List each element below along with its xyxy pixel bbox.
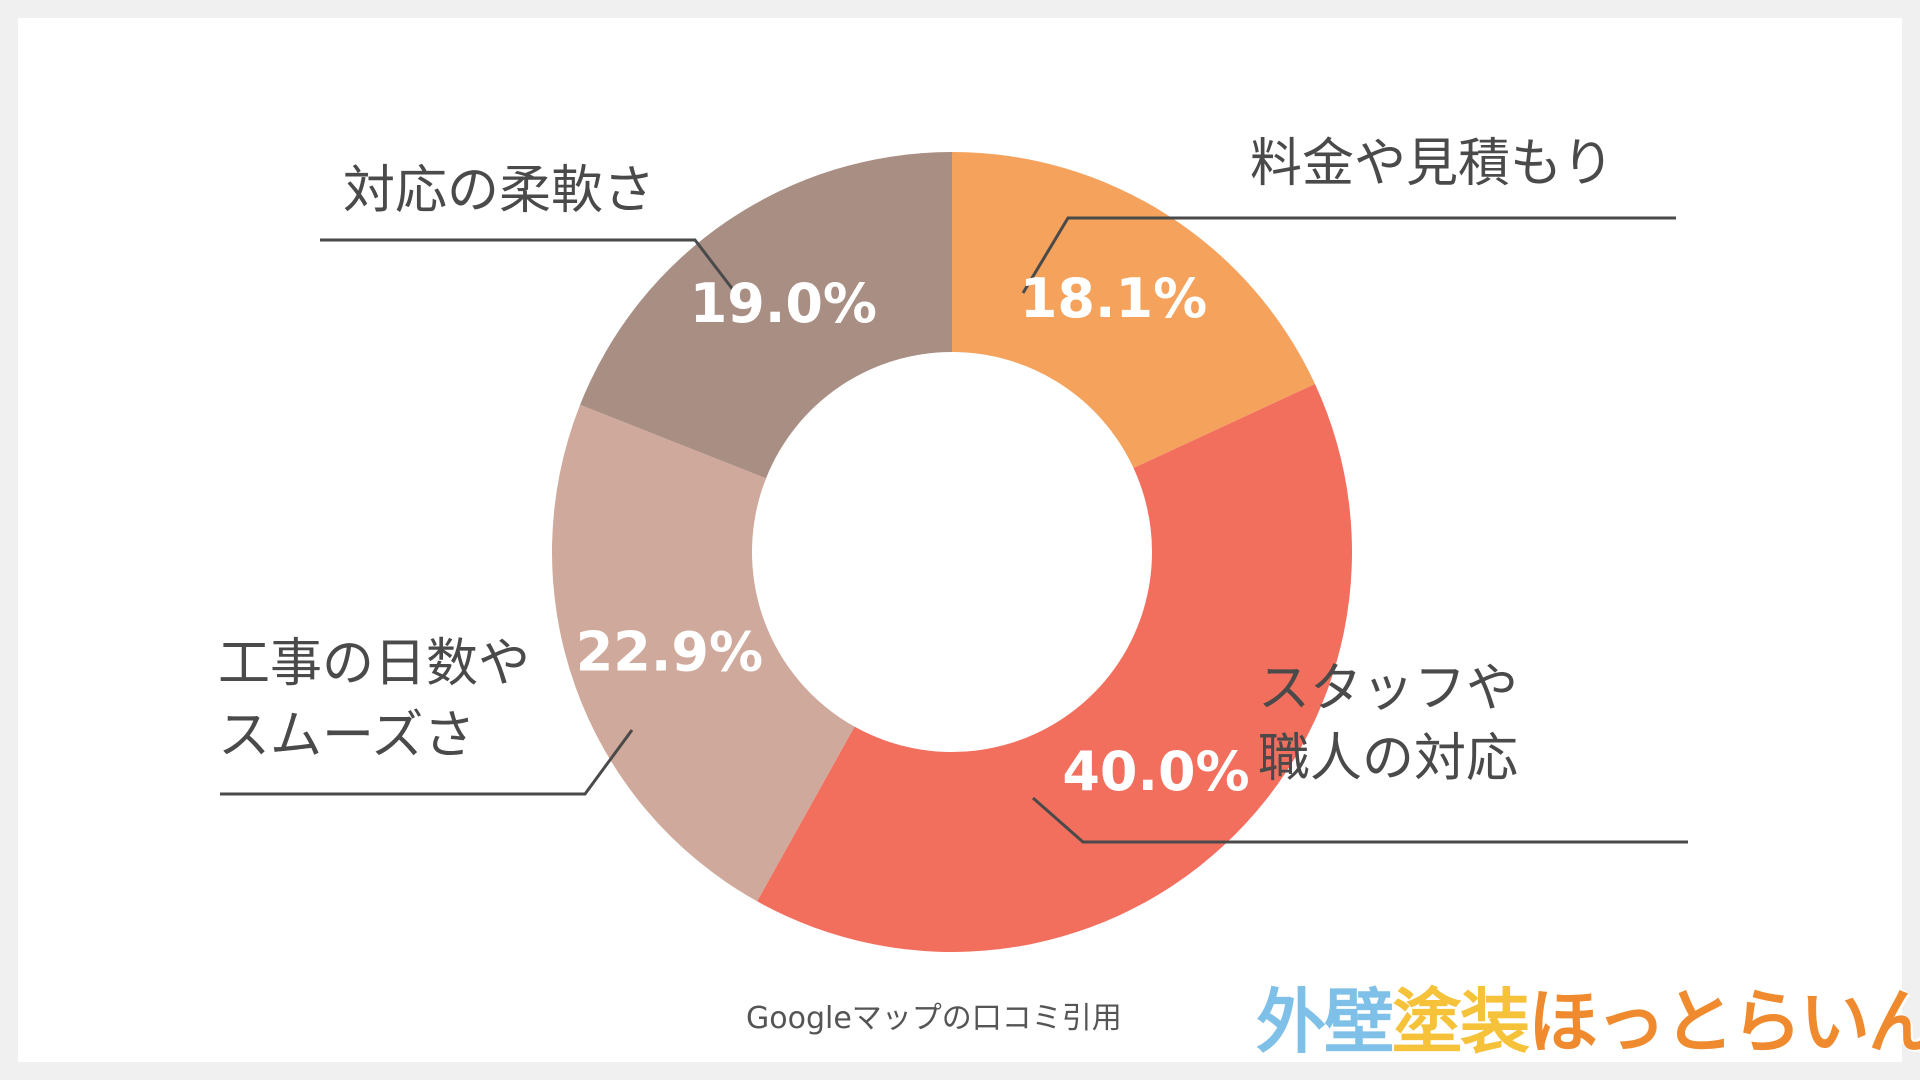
leader-lines — [220, 216, 1688, 844]
leader-line-construction-days — [220, 729, 634, 796]
slice-flexibility — [580, 152, 952, 479]
logo-part-2: 塗装 — [1392, 981, 1530, 1063]
logo-part-1: 外壁 — [1256, 981, 1394, 1063]
leader-line-staff-craftsman — [1032, 796, 1688, 844]
donut-slices — [552, 152, 1352, 952]
value-label-construction-days: 22.9% — [576, 621, 763, 684]
leader-line-fee-estimate — [1021, 216, 1676, 294]
chart-card: 18.1% 40.0% 22.9% 19.0% 料金や見積もりスタッフや職人の対応 工事… — [18, 18, 1920, 1063]
logo-part-3: ほっとらいん — [1528, 981, 1920, 1063]
category-label-construction-days-line-1: 工事の日数や — [218, 634, 530, 694]
category-label-staff-craftsman-line-1: スタッフや — [1258, 659, 1518, 719]
source-note: Googleマップの口コミ引用 — [746, 1001, 1122, 1036]
category-label-staff-craftsman-line-2: 職人の対応 — [1258, 729, 1518, 789]
percent-labels: 18.1% 40.0% 22.9% 19.0% — [576, 267, 1250, 803]
brand-logo: 外壁塗装ほっとらいん — [1256, 966, 1920, 1067]
category-label-flexibility: 対応の柔軟さ — [343, 161, 655, 221]
value-label-fee-estimate: 18.1% — [1020, 267, 1207, 330]
value-label-staff-craftsman: 40.0% — [1062, 740, 1249, 803]
leader-line-flexibility — [320, 238, 736, 292]
slice-staff-craftsman — [757, 383, 1352, 952]
slice-fee-estimate — [952, 152, 1315, 468]
category-label-fee-estimate: 料金や見積もり — [1250, 134, 1614, 194]
category-label-construction-days-line-2: スムーズさ — [218, 706, 475, 766]
slice-construction-days — [552, 404, 855, 902]
value-label-flexibility: 19.0% — [690, 272, 877, 335]
